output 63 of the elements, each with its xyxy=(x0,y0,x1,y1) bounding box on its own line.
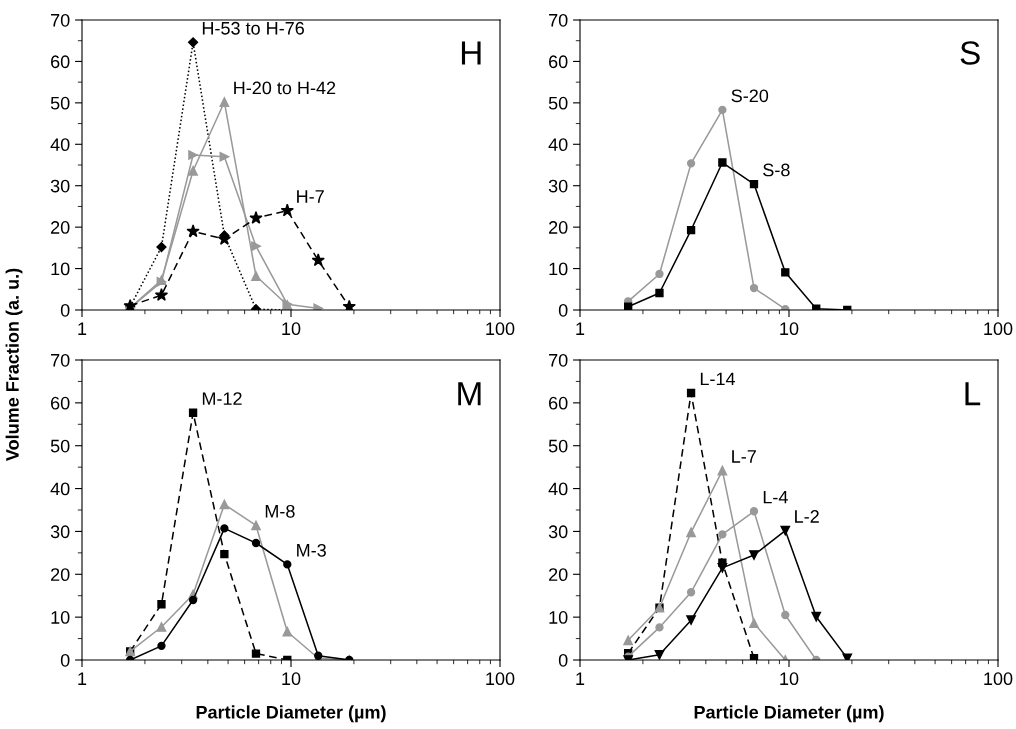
x-tick-label: 10 xyxy=(780,672,799,686)
series-label: H-20 to H-42 xyxy=(234,81,336,95)
y-tick-label: 50 xyxy=(50,439,70,453)
y-tick-label: 0 xyxy=(558,303,568,317)
x-tick-label: 1 xyxy=(78,672,87,685)
y-tick-label: 70 xyxy=(51,353,70,367)
series-label: S-8 xyxy=(763,163,790,177)
y-tick-label: 30 xyxy=(548,179,568,193)
y-tick-label: 30 xyxy=(50,179,70,193)
series-label: M-8 xyxy=(265,504,295,518)
y-tick-label: 10 xyxy=(549,262,568,276)
y-tick-label: 40 xyxy=(548,138,568,152)
y-tick-label: 40 xyxy=(50,138,70,152)
y-tick-label: 10 xyxy=(51,611,70,624)
x-tick-label: 1 xyxy=(78,322,87,335)
x-tick-label: 100 xyxy=(984,322,1013,336)
x-axis-title: Particle Diameter (µm) xyxy=(196,705,386,723)
text: M xyxy=(458,382,481,406)
y-tick-label: 70 xyxy=(549,353,568,367)
y-axis-title: Volume Fraction (a. u.) xyxy=(5,268,23,462)
y-tick-label: 40 xyxy=(50,482,70,496)
y-tick-label: 50 xyxy=(50,96,70,110)
chart-title: H xyxy=(461,41,481,65)
y-tick-label: 60 xyxy=(51,396,70,410)
x-tick-label: 100 xyxy=(486,672,515,686)
series-label: M-3 xyxy=(297,543,326,557)
x-tick-label: 100 xyxy=(984,672,1013,686)
y-tick-label: 60 xyxy=(51,55,70,69)
y-tick-label: 0 xyxy=(60,303,70,317)
y-tick-label: 20 xyxy=(549,568,568,582)
series-label: M-12 xyxy=(202,392,242,405)
y-tick-label: 60 xyxy=(549,55,568,69)
y-tick-label: 20 xyxy=(51,221,70,234)
y-tick-label: 10 xyxy=(549,611,568,624)
y-tick-label: 0 xyxy=(60,653,70,667)
series-label: L-14 xyxy=(700,372,736,386)
x-tick-label: 1 xyxy=(576,672,585,685)
y-tick-label: 0 xyxy=(558,653,568,667)
series-label: L-7 xyxy=(732,450,756,463)
series-label: L-2 xyxy=(795,510,819,523)
y-tick-label: 50 xyxy=(548,439,568,453)
y-tick-label: 30 xyxy=(50,525,70,539)
y-tick-label: 40 xyxy=(548,482,568,496)
x-tick-label: 100 xyxy=(486,322,515,336)
series-label: S-20 xyxy=(731,89,769,103)
x-tick-label: 10 xyxy=(282,322,301,336)
x-tick-label: 1 xyxy=(576,322,585,335)
y-tick-label: 10 xyxy=(51,262,70,276)
series-label: H-53 to H-76 xyxy=(202,21,304,35)
y-tick-label: 20 xyxy=(549,221,568,234)
y-tick-label: 70 xyxy=(549,13,568,27)
y-tick-label: 20 xyxy=(51,568,70,582)
series-label: L-4 xyxy=(763,490,788,504)
chart-title: S xyxy=(960,41,980,65)
x-tick-label: 10 xyxy=(780,322,799,336)
y-tick-label: 50 xyxy=(548,96,568,110)
x-axis-title: Particle Diameter (µm) xyxy=(694,705,884,723)
y-tick-label: 30 xyxy=(548,525,568,539)
y-tick-label: 60 xyxy=(549,396,568,410)
x-tick-label: 10 xyxy=(282,672,301,686)
series-label: H-7 xyxy=(297,190,324,203)
y-tick-label: 70 xyxy=(51,13,70,27)
text: L xyxy=(965,382,981,406)
